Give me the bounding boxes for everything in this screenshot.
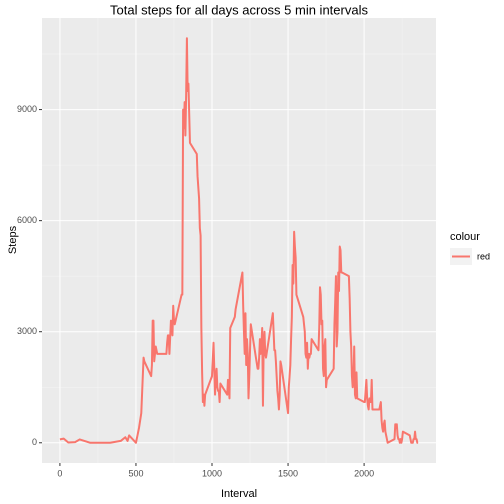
x-axis-label: Interval [221, 488, 257, 500]
x-tick-label: 0 [57, 468, 62, 478]
y-tick-label: 0 [32, 437, 37, 447]
chart-title: Total steps for all days across 5 min in… [110, 2, 368, 17]
y-axis-label: Steps [7, 225, 19, 254]
x-tick-label: 1500 [278, 468, 298, 478]
y-tick-label: 6000 [17, 215, 37, 225]
line [59, 37, 419, 444]
x-tick-label: 2000 [354, 468, 374, 478]
x-tick-label: 1000 [202, 468, 222, 478]
y-tick-label: 9000 [17, 104, 37, 114]
legend-label: red [477, 251, 490, 261]
x-tick-label: 500 [128, 468, 143, 478]
panel [42, 18, 436, 463]
legend-title: colour [450, 231, 480, 243]
y-tick-label: 3000 [17, 326, 37, 336]
